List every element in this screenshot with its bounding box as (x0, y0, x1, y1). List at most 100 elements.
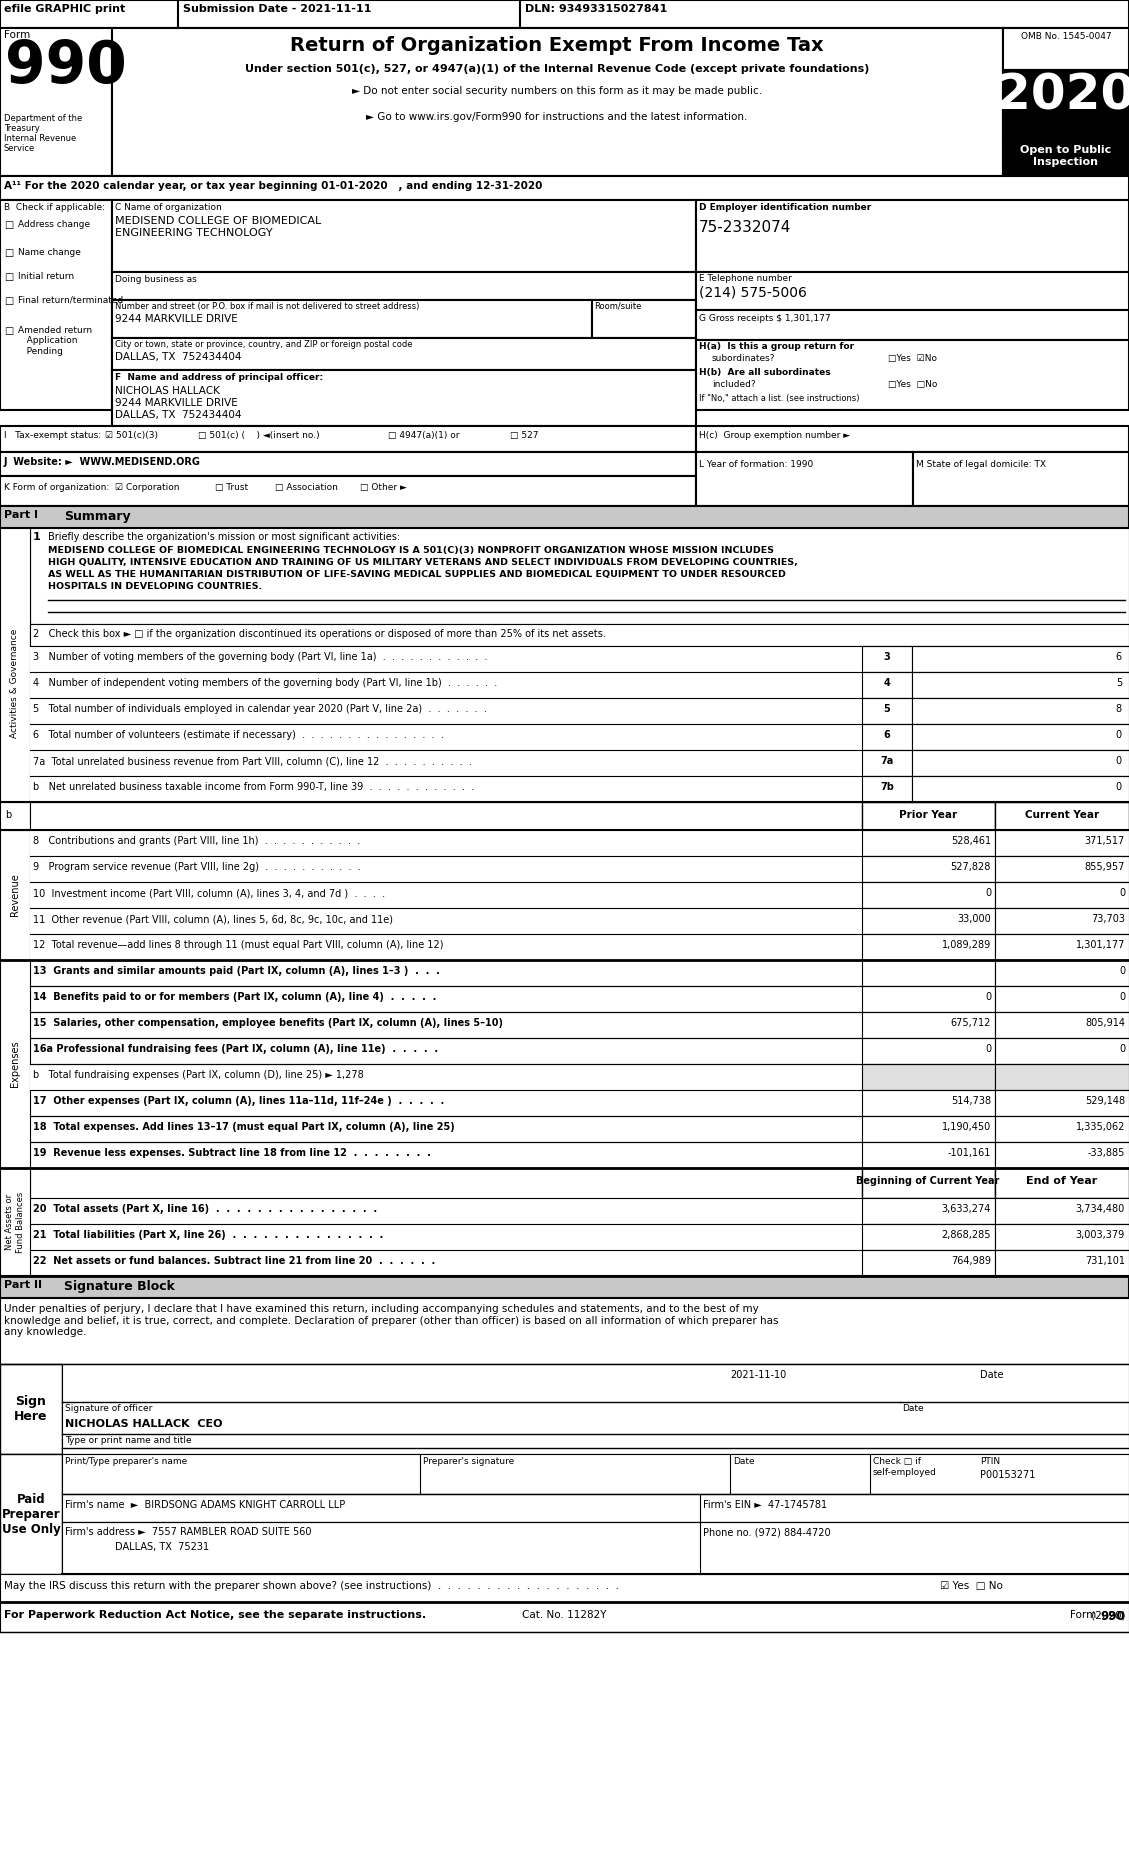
Text: included?: included? (712, 379, 755, 389)
Bar (913, 452, 1129, 506)
Text: 8   Contributions and grants (Part VIII, line 1h)  .  .  .  .  .  .  .  .  .  . : 8 Contributions and grants (Part VIII, l… (33, 835, 360, 846)
Text: Part II: Part II (5, 1280, 42, 1291)
Bar (863, 645, 912, 671)
Text: -33,885: -33,885 (1087, 1148, 1124, 1159)
Bar (695, 452, 913, 506)
Text: Activities & Governance: Activities & Governance (10, 629, 19, 738)
Bar (995, 1038, 1129, 1064)
Text: NICHOLAS HALLACK  CEO: NICHOLAS HALLACK CEO (65, 1419, 222, 1428)
Text: 10  Investment income (Part VIII, column (A), lines 3, 4, and 7d )  .  .  .  .: 10 Investment income (Part VIII, column … (33, 887, 385, 898)
Bar (995, 1064, 1129, 1090)
Text: L Year of formation: 1990: L Year of formation: 1990 (699, 459, 813, 469)
Text: 7a  Total unrelated business revenue from Part VIII, column (C), line 12  .  .  : 7a Total unrelated business revenue from… (33, 755, 472, 766)
Text: Signature Block: Signature Block (64, 1280, 175, 1293)
Text: Under section 501(c), 527, or 4947(a)(1) of the Internal Revenue Code (except pr: Under section 501(c), 527, or 4947(a)(1)… (245, 63, 869, 74)
Bar (592, 299, 695, 339)
Text: □ 501(c) (    ) ◄(insert no.): □ 501(c) ( ) ◄(insert no.) (198, 432, 320, 441)
Bar (695, 201, 1129, 272)
Text: NICHOLAS HALLACK: NICHOLAS HALLACK (115, 387, 220, 396)
Text: E Telephone number: E Telephone number (699, 273, 791, 283)
Text: Check □ if: Check □ if (873, 1456, 921, 1466)
Bar (995, 908, 1129, 934)
Text: 990: 990 (5, 37, 126, 95)
Text: B  Check if applicable:: B Check if applicable: (5, 203, 105, 212)
Bar (30, 724, 863, 750)
Text: Firm's address ►  7557 RAMBLER ROAD SUITE 560: Firm's address ► 7557 RAMBLER ROAD SUITE… (65, 1527, 312, 1536)
Bar (912, 724, 1129, 750)
Bar (863, 1224, 995, 1250)
Bar (0, 528, 30, 839)
Text: Phone no. (972) 884-4720: Phone no. (972) 884-4720 (703, 1527, 831, 1536)
Bar (0, 28, 112, 177)
Text: ► Do not enter social security numbers on this form as it may be made public.: ► Do not enter social security numbers o… (352, 86, 762, 97)
Bar (0, 1168, 30, 1276)
Text: Name change: Name change (18, 247, 81, 257)
Bar (863, 830, 995, 856)
Text: Preparer's signature: Preparer's signature (423, 1456, 514, 1466)
Bar (995, 830, 1129, 856)
Text: D Employer identification number: D Employer identification number (699, 203, 872, 212)
Text: -101,161: -101,161 (947, 1148, 991, 1159)
Bar (995, 1142, 1129, 1168)
Bar (30, 623, 1129, 645)
Bar (62, 1455, 1129, 1494)
Bar (0, 452, 695, 476)
Bar (30, 856, 863, 882)
Bar (863, 802, 995, 830)
Bar (30, 882, 863, 908)
Text: □ Association: □ Association (275, 484, 338, 493)
Text: 2021-11-10: 2021-11-10 (730, 1371, 786, 1380)
Text: ☑ Corporation: ☑ Corporation (115, 484, 180, 493)
Bar (0, 960, 30, 1168)
Bar (0, 1574, 1129, 1601)
Text: 1,089,289: 1,089,289 (942, 939, 991, 950)
Text: 371,517: 371,517 (1085, 835, 1124, 846)
Bar (912, 645, 1129, 671)
Bar (995, 856, 1129, 882)
Text: 18  Total expenses. Add lines 13–17 (must equal Part IX, column (A), line 25): 18 Total expenses. Add lines 13–17 (must… (33, 1122, 455, 1133)
Bar (995, 1168, 1129, 1198)
Text: b   Total fundraising expenses (Part IX, column (D), line 25) ► 1,278: b Total fundraising expenses (Part IX, c… (33, 1070, 364, 1081)
Text: Address change: Address change (18, 219, 90, 229)
Text: HIGH QUALITY, INTENSIVE EDUCATION AND TRAINING OF US MILITARY VETERANS AND SELEC: HIGH QUALITY, INTENSIVE EDUCATION AND TR… (49, 558, 798, 567)
Text: 1: 1 (33, 532, 41, 541)
Bar (30, 908, 863, 934)
Text: Expenses: Expenses (10, 1042, 20, 1088)
Text: 17  Other expenses (Part IX, column (A), lines 11a–11d, 11f–24e )  .  .  .  .  .: 17 Other expenses (Part IX, column (A), … (33, 1096, 444, 1107)
Text: Service: Service (5, 143, 35, 153)
Text: Part I: Part I (5, 510, 38, 521)
Bar (0, 177, 1129, 201)
Text: Form: Form (1070, 1611, 1100, 1620)
Bar (0, 1601, 1129, 1631)
Bar (863, 1064, 995, 1090)
Text: Paid
Preparer
Use Only: Paid Preparer Use Only (1, 1492, 60, 1536)
Text: 1,190,450: 1,190,450 (942, 1122, 991, 1133)
Bar (863, 1168, 995, 1198)
Text: 675,712: 675,712 (951, 1017, 991, 1029)
Text: Initial return: Initial return (18, 272, 75, 281)
Text: DALLAS, TX  752434404: DALLAS, TX 752434404 (115, 352, 242, 363)
Text: 5: 5 (884, 703, 891, 714)
Text: 990: 990 (1100, 1611, 1124, 1624)
Text: 16a Professional fundraising fees (Part IX, column (A), line 11e)  .  .  .  .  .: 16a Professional fundraising fees (Part … (33, 1043, 438, 1055)
Bar (0, 506, 1129, 528)
Text: H(b)  Are all subordinates: H(b) Are all subordinates (699, 368, 831, 378)
Bar (0, 1298, 1129, 1363)
Bar (62, 1494, 1129, 1521)
Text: DALLAS, TX  75231: DALLAS, TX 75231 (115, 1542, 209, 1551)
Text: Department of the: Department of the (5, 113, 82, 123)
Text: Date: Date (733, 1456, 754, 1466)
Text: H(a)  Is this a group return for: H(a) Is this a group return for (699, 342, 855, 352)
Bar (0, 1455, 62, 1574)
Text: J  Website: ►  WWW.MEDISEND.ORG: J Website: ► WWW.MEDISEND.ORG (5, 458, 201, 467)
Text: 5: 5 (1115, 679, 1122, 688)
Bar (30, 802, 863, 830)
Bar (112, 299, 592, 339)
Text: 9244 MARKVILLE DRIVE: 9244 MARKVILLE DRIVE (115, 398, 238, 407)
Bar (0, 1363, 62, 1455)
Text: 21  Total liabilities (Part X, line 26)  .  .  .  .  .  .  .  .  .  .  .  .  .  : 21 Total liabilities (Part X, line 26) .… (33, 1229, 383, 1241)
Bar (30, 776, 863, 802)
Bar (112, 28, 1003, 177)
Text: DLN: 93493315027841: DLN: 93493315027841 (525, 4, 667, 15)
Bar (995, 986, 1129, 1012)
